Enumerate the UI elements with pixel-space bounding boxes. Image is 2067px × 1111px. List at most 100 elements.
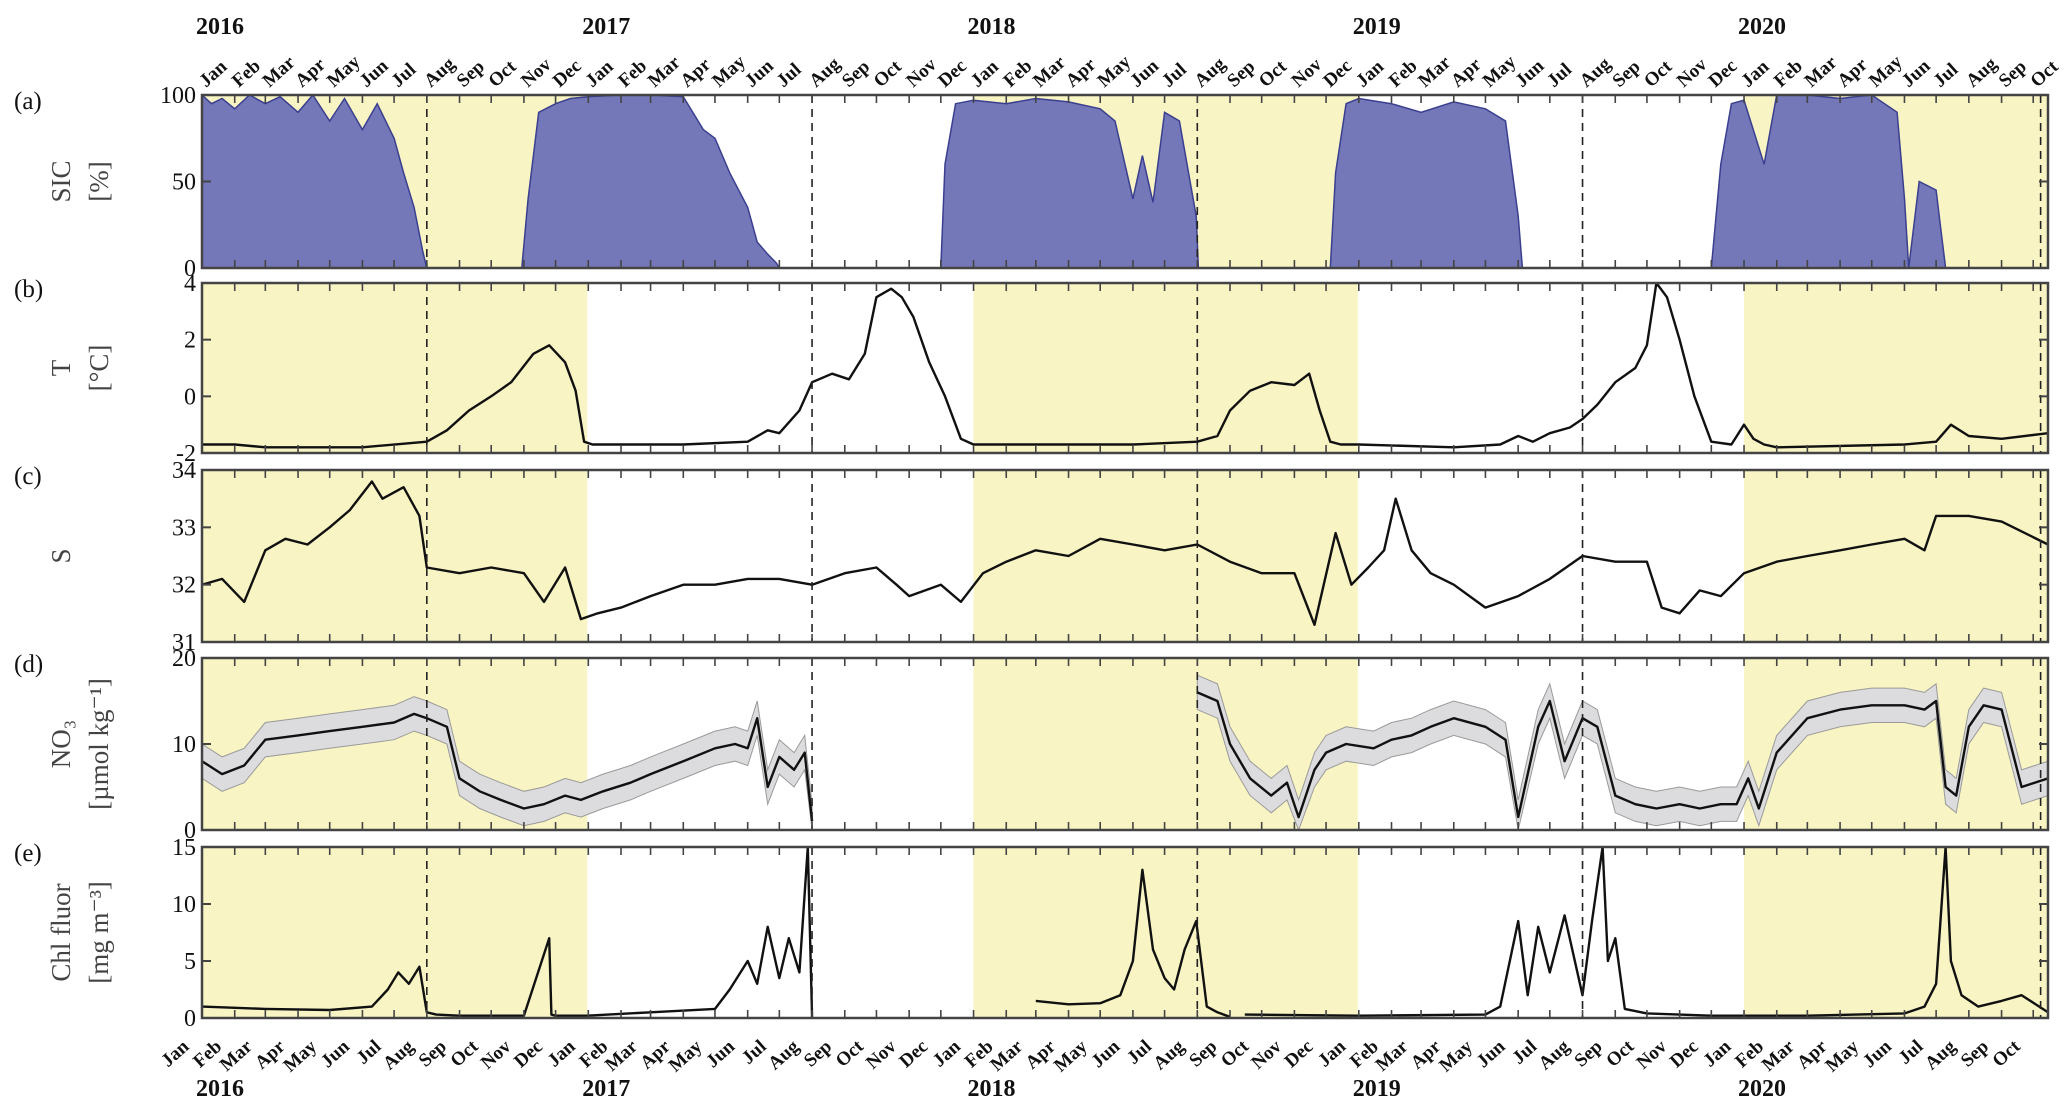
month-label: Nov	[1247, 1036, 1286, 1074]
month-label: Sep	[1571, 1036, 1607, 1071]
series-line	[1035, 868, 1231, 1018]
shaded-period	[973, 470, 1358, 642]
month-label: Jan	[1352, 56, 1388, 92]
y-tick-label: 0	[184, 1006, 196, 1032]
uncertainty-band	[1196, 674, 2048, 830]
month-label: Apr	[677, 54, 716, 92]
shaded-period	[202, 847, 588, 1018]
month-label: Jan	[967, 56, 1003, 92]
year-label: 2020	[1738, 1076, 1786, 1102]
month-label: May	[665, 1036, 707, 1077]
shaded-period	[202, 283, 588, 453]
month-label: Apr	[251, 1036, 290, 1074]
month-label: Jan	[1314, 1036, 1350, 1072]
panel-a-sea-ice-concentration: 0 50 100 (a) SIC [%]	[14, 83, 2050, 282]
month-label: Aug	[1921, 1036, 1961, 1075]
month-label: Mar	[601, 1036, 642, 1076]
year-label: 2019	[1353, 14, 1401, 40]
month-label: May	[1435, 1036, 1477, 1077]
month-label: Nov	[902, 54, 941, 92]
month-label: Aug	[420, 53, 460, 92]
month-label: Jul	[1158, 59, 1191, 92]
month-label: Jun	[1087, 1036, 1124, 1072]
month-label: Jun	[1898, 55, 1935, 91]
series-line	[202, 712, 814, 822]
sic-area	[202, 95, 2048, 268]
month-label: Jun	[1473, 1036, 1510, 1072]
y-tick-label: 100	[160, 83, 196, 109]
month-label: Oct	[2027, 56, 2064, 92]
month-label: Mar	[1414, 52, 1455, 92]
shaded-period	[202, 470, 588, 642]
month-label: Oct	[484, 56, 521, 92]
month-label: Sep	[1995, 56, 2031, 91]
plot-area	[202, 674, 2048, 830]
month-label: Aug	[1149, 1036, 1189, 1075]
y-tick-label: 10	[172, 732, 196, 758]
year-label: 2018	[968, 1076, 1016, 1102]
month-label: Feb	[1770, 56, 1807, 92]
y-tick-label: 31	[172, 630, 196, 656]
month-label: May	[280, 1036, 322, 1077]
month-label: Jan	[195, 56, 231, 92]
month-label: Oct	[447, 1036, 484, 1072]
month-label: Nov	[477, 1036, 516, 1074]
month-label: Dec	[895, 1036, 932, 1072]
series-line	[202, 480, 2048, 626]
month-label: Oct	[1602, 1036, 1639, 1072]
month-label: Oct	[1640, 56, 1677, 92]
month-label: Nov	[1673, 54, 1712, 92]
month-label: Jul	[387, 59, 420, 92]
plot-area	[202, 283, 2048, 449]
month-label: Jul	[738, 1036, 771, 1069]
month-label: Mar	[1801, 52, 1842, 92]
y-axis-label: Chl fluor	[46, 883, 76, 981]
panel-label: (e)	[14, 840, 42, 867]
y-tick-label: 0	[184, 384, 196, 410]
month-label: Jul	[1543, 59, 1576, 92]
month-label: Aug	[764, 1036, 804, 1075]
series-line	[1244, 847, 2048, 1017]
y-axis-label: SIC	[46, 160, 76, 202]
month-label: Oct	[1989, 1036, 2026, 1072]
panel-label: (a)	[14, 88, 42, 115]
month-label: May	[1479, 51, 1521, 92]
y-tick-label: 34	[172, 458, 196, 484]
shaded-period	[1744, 847, 2048, 1018]
month-label: Sep	[1185, 1036, 1221, 1071]
year-label: 2016	[196, 1076, 244, 1102]
plot-area	[202, 95, 2048, 268]
month-label: Dec	[1705, 56, 1742, 92]
year-label: 2017	[582, 1076, 630, 1102]
y-axis-label: T	[46, 359, 76, 376]
month-label: Oct	[832, 1036, 869, 1072]
panel-label: (c)	[14, 463, 42, 490]
y-axis-label: S	[46, 548, 76, 563]
month-label: Nov	[517, 54, 556, 92]
y-tick-label: 32	[172, 573, 196, 599]
month-label: Mar	[1372, 1036, 1413, 1076]
month-label: May	[708, 51, 750, 92]
month-label: Jan	[1737, 56, 1773, 92]
month-label: Sep	[838, 56, 874, 91]
panel-label: (d)	[14, 651, 43, 678]
month-label: Jun	[317, 1036, 354, 1072]
shaded-period	[1744, 283, 2048, 453]
month-label: Jan	[157, 1036, 193, 1072]
month-label: May	[323, 51, 365, 92]
month-label: May	[1050, 1036, 1092, 1077]
year-label: 2019	[1353, 1076, 1401, 1102]
month-label: Apr	[1062, 54, 1101, 92]
month-label: Jan	[544, 1036, 580, 1072]
year-label: 2018	[968, 14, 1016, 40]
month-label: Oct	[1255, 56, 1292, 92]
month-label: Mar	[986, 1036, 1027, 1076]
month-label: May	[1865, 51, 1907, 92]
y-tick-label: 20	[172, 646, 196, 672]
month-label: Apr	[1833, 54, 1872, 92]
month-label: Jan	[929, 1036, 965, 1072]
y-tick-label: 2	[184, 328, 196, 354]
month-label: Sep	[800, 1036, 836, 1071]
month-label: Nov	[862, 1036, 901, 1074]
